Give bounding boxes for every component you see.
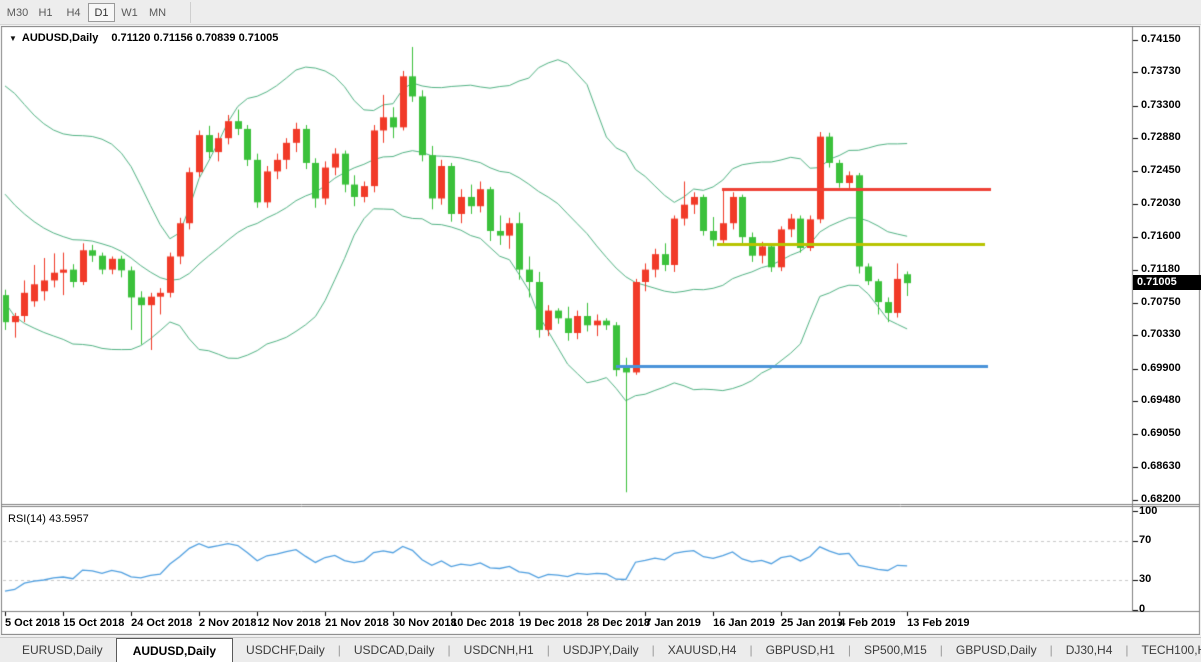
- date-axis-label: 13 Feb 2019: [907, 617, 970, 629]
- tab-separator: |: [1125, 643, 1129, 657]
- toolbar-separator: [190, 1, 191, 23]
- tab-separator: |: [447, 643, 451, 657]
- date-axis-label: 7 Jan 2019: [645, 617, 701, 629]
- date-axis-label: 24 Oct 2018: [131, 617, 193, 629]
- price-axis-label: 0.74150: [1141, 33, 1181, 45]
- chart-tab-audusd-daily[interactable]: AUDUSD,Daily: [115, 638, 234, 662]
- date-axis-label: 10 Dec 2018: [451, 617, 515, 629]
- date-axis-label: 25 Jan 2019: [781, 617, 843, 629]
- price-axis-label: 0.69900: [1141, 361, 1181, 374]
- chart-tab-sp500-m15[interactable]: SP500,M15: [864, 643, 927, 657]
- price-axis-label: 0.69050: [1141, 427, 1181, 440]
- date-axis-label: 2 Nov 2018: [199, 617, 257, 629]
- timeframe-button-h4[interactable]: H4: [66, 6, 81, 19]
- tab-separator: |: [546, 643, 550, 657]
- rsi-axis-label: 70: [1139, 533, 1152, 546]
- tab-separator: |: [939, 643, 943, 657]
- tab-separator: |: [651, 643, 655, 657]
- rsi-axis-label: 30: [1139, 573, 1152, 586]
- timeframe-toolbar: M30 H1 H4 D1 W1 MN: [0, 0, 1201, 25]
- chart-tab-usdchf-daily[interactable]: USDCHF,Daily: [246, 643, 325, 657]
- timeframe-button-w1[interactable]: W1: [121, 6, 138, 19]
- chart-tab-eurusd-daily[interactable]: EURUSD,Daily: [22, 643, 103, 657]
- price-axis-label: 0.71180: [1141, 262, 1181, 275]
- timeframe-button-h1[interactable]: H1: [38, 6, 53, 19]
- timeframe-button-mn[interactable]: MN: [148, 6, 167, 19]
- chart-tab-usdcad-daily[interactable]: USDCAD,Daily: [353, 643, 435, 657]
- chart-window: ▼ AUDUSD,Daily 0.71120 0.71156 0.70839 0…: [0, 26, 1201, 635]
- date-axis-label: 19 Dec 2018: [519, 617, 583, 629]
- date-axis-label: 12 Nov 2018: [257, 617, 321, 629]
- timeframe-button-d1[interactable]: D1: [88, 2, 115, 22]
- price-axis-label: 0.72450: [1141, 164, 1181, 177]
- tab-separator: |: [749, 643, 753, 657]
- chart-tab-gbpusd-h1[interactable]: GBPUSD,H1: [765, 643, 835, 657]
- date-axis-label: 4 Feb 2019: [839, 617, 896, 629]
- tab-separator: |: [337, 643, 341, 657]
- chart-title: ▼ AUDUSD,Daily 0.71120 0.71156 0.70839 0…: [9, 32, 278, 44]
- date-axis-label: 16 Jan 2019: [713, 617, 775, 629]
- tab-separator: |: [847, 643, 852, 657]
- chart-canvas[interactable]: [0, 26, 1201, 635]
- timeframe-button-m30[interactable]: M30: [6, 6, 29, 19]
- price-axis-label: 0.72030: [1141, 196, 1181, 209]
- tab-separator: |: [1049, 643, 1053, 657]
- chart-tab-tech100-h1[interactable]: TECH100,H1: [1141, 643, 1201, 657]
- date-axis-label: 21 Nov 2018: [325, 617, 389, 629]
- price-axis-label: 0.70750: [1141, 295, 1181, 308]
- chart-tab-dj30-h4[interactable]: DJ30,H4: [1065, 643, 1113, 657]
- date-axis-label: 30 Nov 2018: [393, 617, 457, 629]
- chart-tab-xauusd-h4[interactable]: XAUUSD,H4: [667, 643, 737, 657]
- price-axis-label: 0.69480: [1141, 394, 1181, 407]
- chart-tab-usdcnh-h1[interactable]: USDCNH,H1: [463, 643, 534, 657]
- price-axis-label: 0.72880: [1141, 131, 1181, 144]
- rsi-indicator-label: RSI(14) 43.5957: [8, 513, 89, 525]
- chart-dropdown-icon: ▼: [9, 33, 17, 43]
- date-axis-label: 28 Dec 2018: [587, 617, 650, 629]
- chart-tab-bar: EURUSD,Daily AUDUSD,Daily USDCHF,Daily | USD…: [0, 637, 1201, 662]
- date-axis-label: 15 Oct 2018: [63, 617, 125, 629]
- price-axis-label: 0.73730: [1141, 65, 1181, 78]
- price-axis-label: 0.73300: [1141, 98, 1181, 111]
- chart-tab-usdjpy-daily[interactable]: USDJPY,Daily: [562, 643, 639, 657]
- current-price-badge: 0.71005: [1133, 275, 1201, 291]
- price-axis-label: 0.68200: [1141, 493, 1181, 505]
- date-axis-label: 5 Oct 2018: [5, 617, 61, 629]
- chart-tab-gbpusd-daily[interactable]: GBPUSD,Daily: [955, 643, 1037, 657]
- chart-symbol-label: AUDUSD,Daily: [21, 32, 99, 44]
- price-axis-label: 0.68630: [1141, 459, 1181, 472]
- price-axis-label: 0.70330: [1141, 328, 1181, 341]
- rsi-axis-label: 0: [1139, 603, 1146, 615]
- price-axis-label: 0.71600: [1141, 230, 1181, 243]
- rsi-axis-label: 100: [1139, 505, 1158, 517]
- chart-ohlc-values: 0.71120 0.71156 0.70839 0.71005: [111, 32, 279, 44]
